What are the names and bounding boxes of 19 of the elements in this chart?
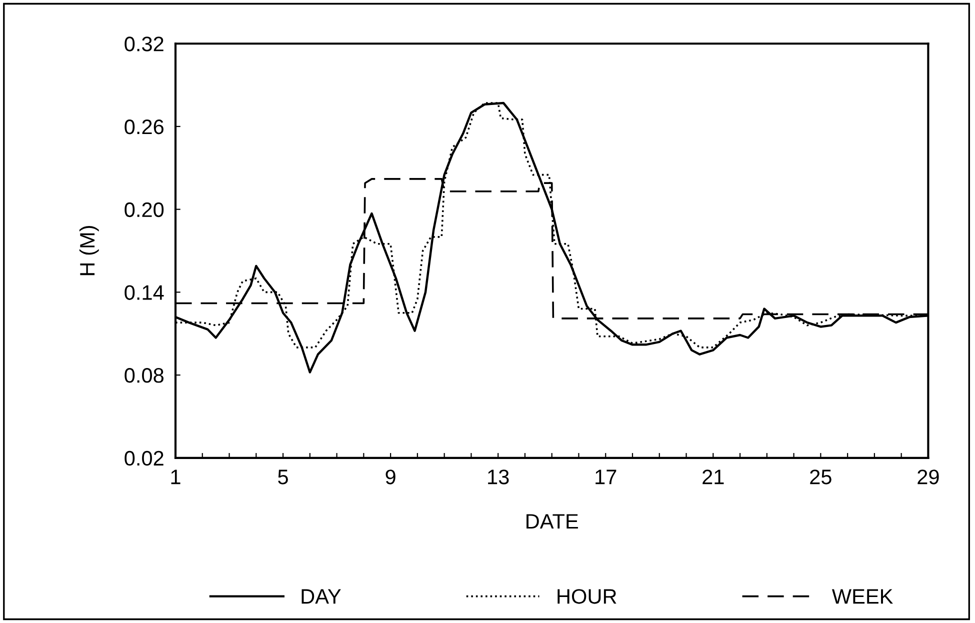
y-tick-label: 0.20 [124,202,164,218]
x-tick-label: 13 [488,470,509,484]
legend-label: HOUR [558,589,616,604]
y-tick-label: 0.02 [124,450,164,466]
x-axis-title: DATE [526,514,578,529]
x-tick-label: 21 [702,470,724,484]
y-tick-label: 0.14 [124,285,164,300]
x-tick-label: 25 [810,470,832,484]
y-tick-label: 0.08 [124,368,164,383]
legend-label: DAY [302,589,341,604]
legend-label: WEEK [832,589,893,604]
y-tick-label: 0.26 [124,119,164,134]
y-axis-title: H (M) [79,226,99,276]
x-tick-label: 29 [918,470,939,484]
x-tick-label: 17 [596,470,616,484]
x-tick-label: 9 [386,470,396,484]
y-tick-label: 0.32 [124,36,164,52]
x-tick-label: 5 [278,470,288,484]
x-tick-label: 1 [171,470,180,484]
